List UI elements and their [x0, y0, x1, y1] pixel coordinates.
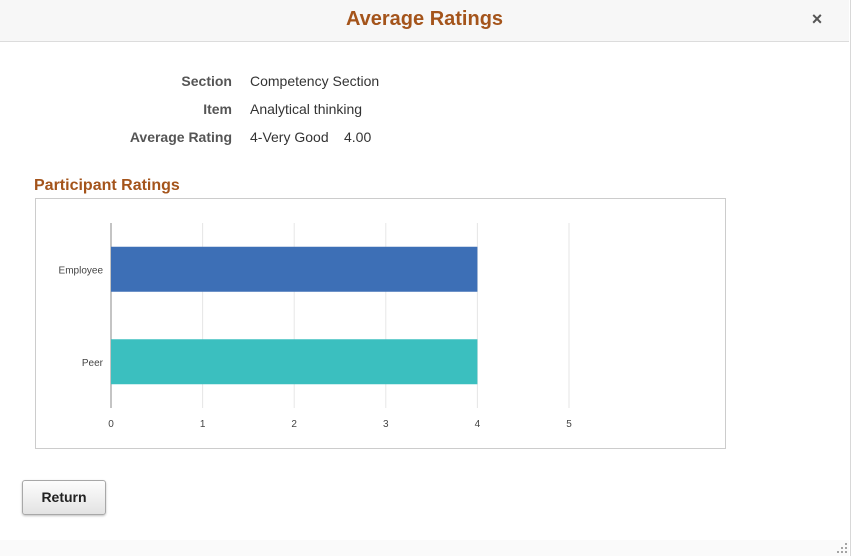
resize-grip-icon[interactable] — [836, 542, 848, 554]
x-tick-label: 1 — [200, 419, 206, 430]
average-rating-score: 4.00 — [344, 129, 372, 145]
section-row: Section Competency Section — [0, 70, 600, 92]
dialog-header: Average Ratings × — [0, 0, 849, 42]
dialog-title: Average Ratings — [345, 8, 504, 30]
dialog-footer — [0, 540, 849, 556]
average-rating-label: Average Rating — [129, 129, 232, 145]
section-value: Competency Section — [250, 73, 380, 89]
chart-svg: 0 1 2 3 4 5 Employee Peer — [59, 223, 572, 430]
x-tick-label: 2 — [291, 419, 297, 430]
return-button[interactable]: Return — [22, 480, 106, 515]
category-label: Peer — [82, 358, 104, 369]
average-rating-row: Average Rating 4-Very Good 4.00 — [0, 126, 600, 148]
close-icon[interactable]: × — [811, 9, 823, 29]
participant-ratings-chart: 0 1 2 3 4 5 Employee Peer — [35, 198, 726, 449]
x-tick-label: 5 — [566, 419, 572, 430]
bar — [111, 339, 478, 385]
category-label: Employee — [59, 265, 104, 276]
section-label: Section — [181, 73, 232, 89]
participant-ratings-title: Participant Ratings — [34, 177, 180, 194]
item-value: Analytical thinking — [250, 101, 363, 117]
item-label: Item — [203, 101, 232, 117]
x-tick-label: 3 — [383, 419, 389, 430]
item-row: Item Analytical thinking — [0, 98, 600, 120]
x-tick-label: 0 — [108, 419, 114, 430]
average-rating-description: 4-Very Good — [250, 129, 329, 145]
bar — [111, 246, 478, 292]
x-tick-label: 4 — [475, 419, 481, 430]
